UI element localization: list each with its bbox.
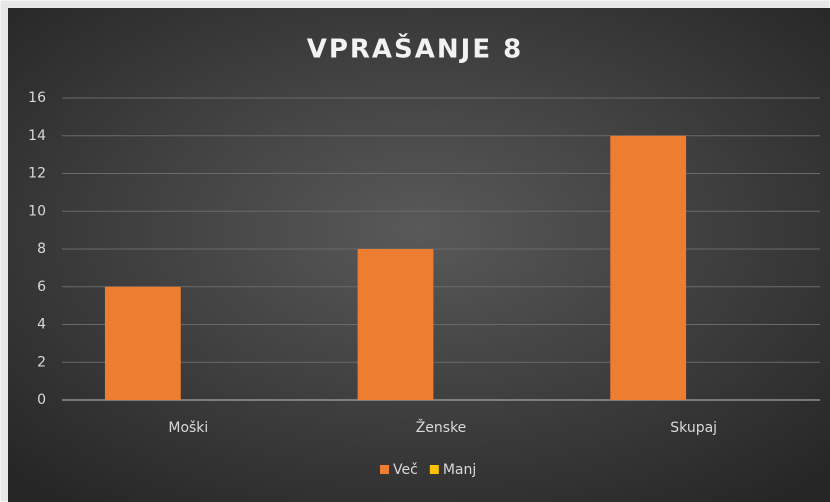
y-tick-label: 8 (37, 241, 46, 257)
y-tick-label: 6 (37, 279, 46, 295)
x-tick-label: Moški (168, 420, 208, 436)
y-tick-label: 0 (37, 392, 46, 408)
x-tick-label: Ženske (416, 418, 467, 436)
legend-label: Več (393, 462, 418, 478)
y-tick-label: 2 (37, 354, 46, 370)
chart-title: VPRAŠANJE 8 (307, 33, 524, 65)
y-tick-label: 10 (28, 203, 46, 219)
legend-swatch (429, 465, 439, 474)
x-tick-label: Skupaj (670, 420, 717, 436)
bar (610, 135, 687, 400)
legend-label: Manj (443, 462, 476, 478)
y-tick-label: 16 (28, 90, 46, 106)
bar (357, 249, 434, 400)
y-tick-label: 4 (37, 317, 46, 333)
y-tick-label: 14 (28, 128, 46, 144)
y-tick-label: 12 (28, 166, 46, 182)
bar (104, 286, 181, 400)
legend-swatch (380, 465, 389, 474)
